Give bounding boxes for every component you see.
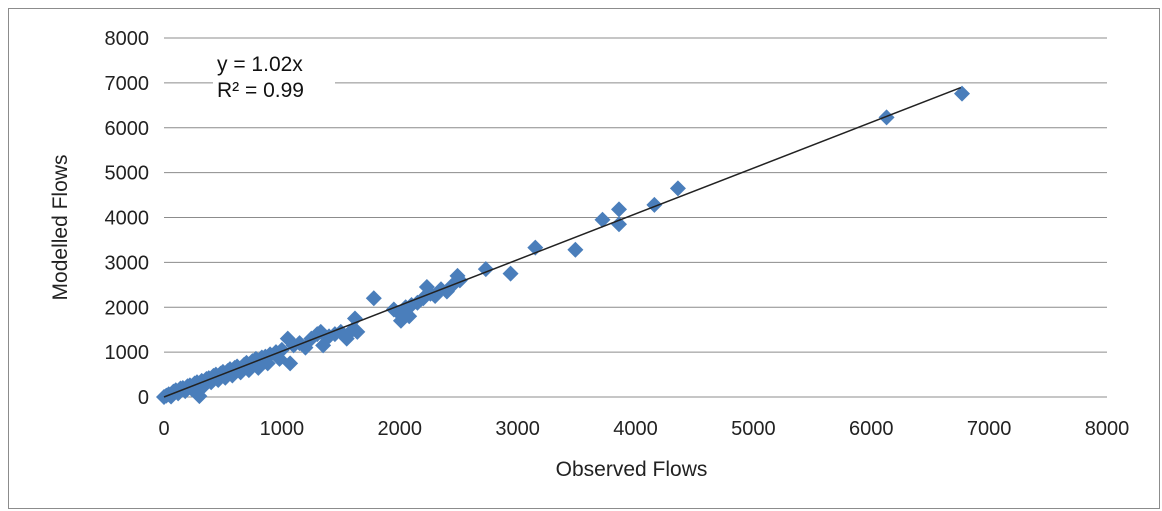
gridlines (164, 37, 1107, 398)
x-tick-label: 1000 (260, 418, 305, 440)
data-point (502, 265, 519, 282)
trendline-group (163, 86, 962, 398)
y-tick-label: 5000 (105, 163, 150, 185)
data-point (567, 241, 584, 258)
x-tick-label: 8000 (1085, 418, 1130, 440)
data-point (349, 323, 366, 340)
x-axis-title: Observed Flows (556, 458, 708, 481)
data-point (954, 85, 971, 102)
equation-background (213, 49, 335, 105)
y-tick-label: 7000 (105, 73, 150, 95)
data-point (610, 216, 627, 233)
y-axis-title: Modelled Flows (49, 155, 72, 301)
y-tick-label: 0 (138, 387, 149, 409)
x-tick-label: 7000 (967, 418, 1012, 440)
data-point (878, 109, 895, 126)
y-tick-label: 4000 (105, 208, 150, 230)
data-point (610, 201, 627, 218)
x-tick-label: 6000 (849, 418, 894, 440)
x-axis-tick-labels: 0 1000 2000 3000 4000 5000 6000 7000 8000 (158, 418, 1129, 440)
trendline (163, 86, 962, 398)
x-tick-label: 3000 (495, 418, 540, 440)
data-point (365, 290, 382, 307)
data-points (156, 85, 971, 405)
y-tick-label: 6000 (105, 118, 150, 140)
y-axis-tick-labels: 0 1000 2000 3000 4000 5000 6000 7000 8000 (105, 28, 150, 409)
x-tick-label: 5000 (731, 418, 776, 440)
x-tick-label: 2000 (378, 418, 423, 440)
data-point (273, 341, 290, 358)
r-squared-label: R² = 0.99 (217, 79, 304, 102)
data-point (669, 180, 686, 197)
trendline-equation: y = 1.02x R² = 0.99 (213, 49, 335, 105)
y-tick-label: 1000 (105, 342, 150, 364)
data-point (594, 211, 611, 228)
x-tick-label: 0 (158, 418, 169, 440)
data-point (346, 310, 363, 327)
chart-area: 0 1000 2000 3000 4000 5000 6000 7000 8000 0 1000 2… (8, 8, 1160, 509)
data-point (282, 355, 299, 372)
y-tick-label: 3000 (105, 252, 150, 274)
scatter-plot: 0 1000 2000 3000 4000 5000 6000 7000 8000 0 1000 2… (49, 28, 1129, 481)
x-tick-label: 4000 (613, 418, 658, 440)
y-tick-label: 2000 (105, 297, 150, 319)
y-tick-label: 8000 (105, 28, 150, 50)
equation-label: y = 1.02x (217, 53, 303, 76)
data-point (401, 308, 418, 325)
